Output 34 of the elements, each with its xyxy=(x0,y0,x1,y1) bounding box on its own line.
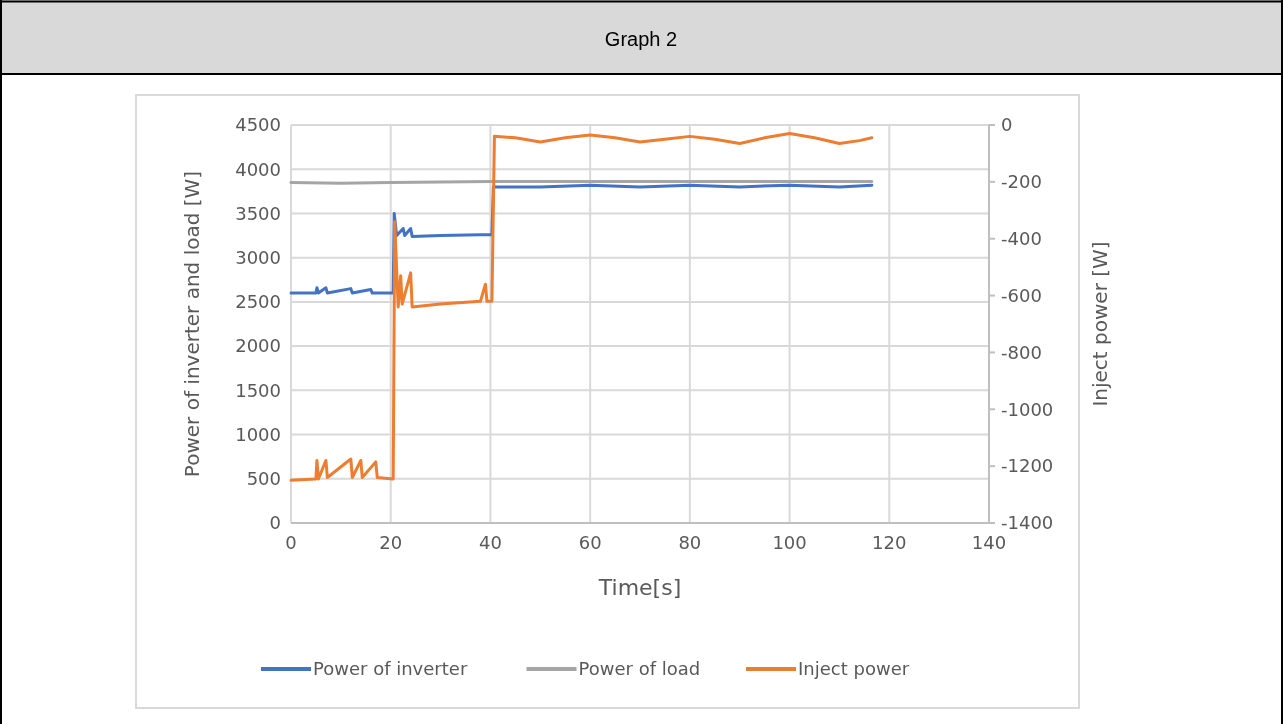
y-tick-label: 2500 xyxy=(235,291,281,313)
legend-label: Power of inverter xyxy=(313,658,468,680)
y-tick-label: 500 xyxy=(246,468,281,490)
y2-tick-label: -1400 xyxy=(1001,512,1054,534)
y2-tick-label: -400 xyxy=(1001,228,1042,250)
y-tick-label: 4500 xyxy=(235,114,281,136)
y2-tick-label: -1000 xyxy=(1001,398,1054,420)
x-tick-label: 0 xyxy=(285,532,297,553)
chart-title: Graph 2 xyxy=(604,28,678,50)
x-tick-label: 100 xyxy=(772,532,807,553)
y2-tick-label: -200 xyxy=(1001,171,1042,193)
x-tick-label: 120 xyxy=(872,532,907,553)
y-axis-title: Power of inverter and load [W] xyxy=(180,170,204,478)
y2-axis-title: Inject power [W] xyxy=(1088,241,1112,407)
y2-tick-label: -600 xyxy=(1001,284,1042,306)
y-tick-label: 2000 xyxy=(235,335,281,357)
x-axis-title: Time[s] xyxy=(597,575,682,600)
y-tick-label: 1500 xyxy=(235,379,281,401)
x-tick-label: 80 xyxy=(678,532,702,553)
y-tick-label: 4000 xyxy=(235,158,281,180)
x-tick-label: 20 xyxy=(379,532,403,553)
y-tick-label: 0 xyxy=(269,512,281,534)
y-tick-label: 3000 xyxy=(235,246,281,268)
x-tick-label: 140 xyxy=(971,532,1007,553)
line-series xyxy=(289,132,874,482)
y2-tick-label: -800 xyxy=(1001,341,1042,363)
y-tick-label: 3500 xyxy=(235,202,281,224)
y2-tick-label: 0 xyxy=(1001,114,1013,136)
x-tick-label: 40 xyxy=(478,532,502,553)
y2-tick-label: -1200 xyxy=(1001,455,1054,477)
legend-label: Inject power xyxy=(798,658,910,680)
legend-label: Power of load xyxy=(578,658,701,680)
y-tick-label: 1000 xyxy=(235,423,281,445)
x-tick-label: 60 xyxy=(578,532,602,553)
